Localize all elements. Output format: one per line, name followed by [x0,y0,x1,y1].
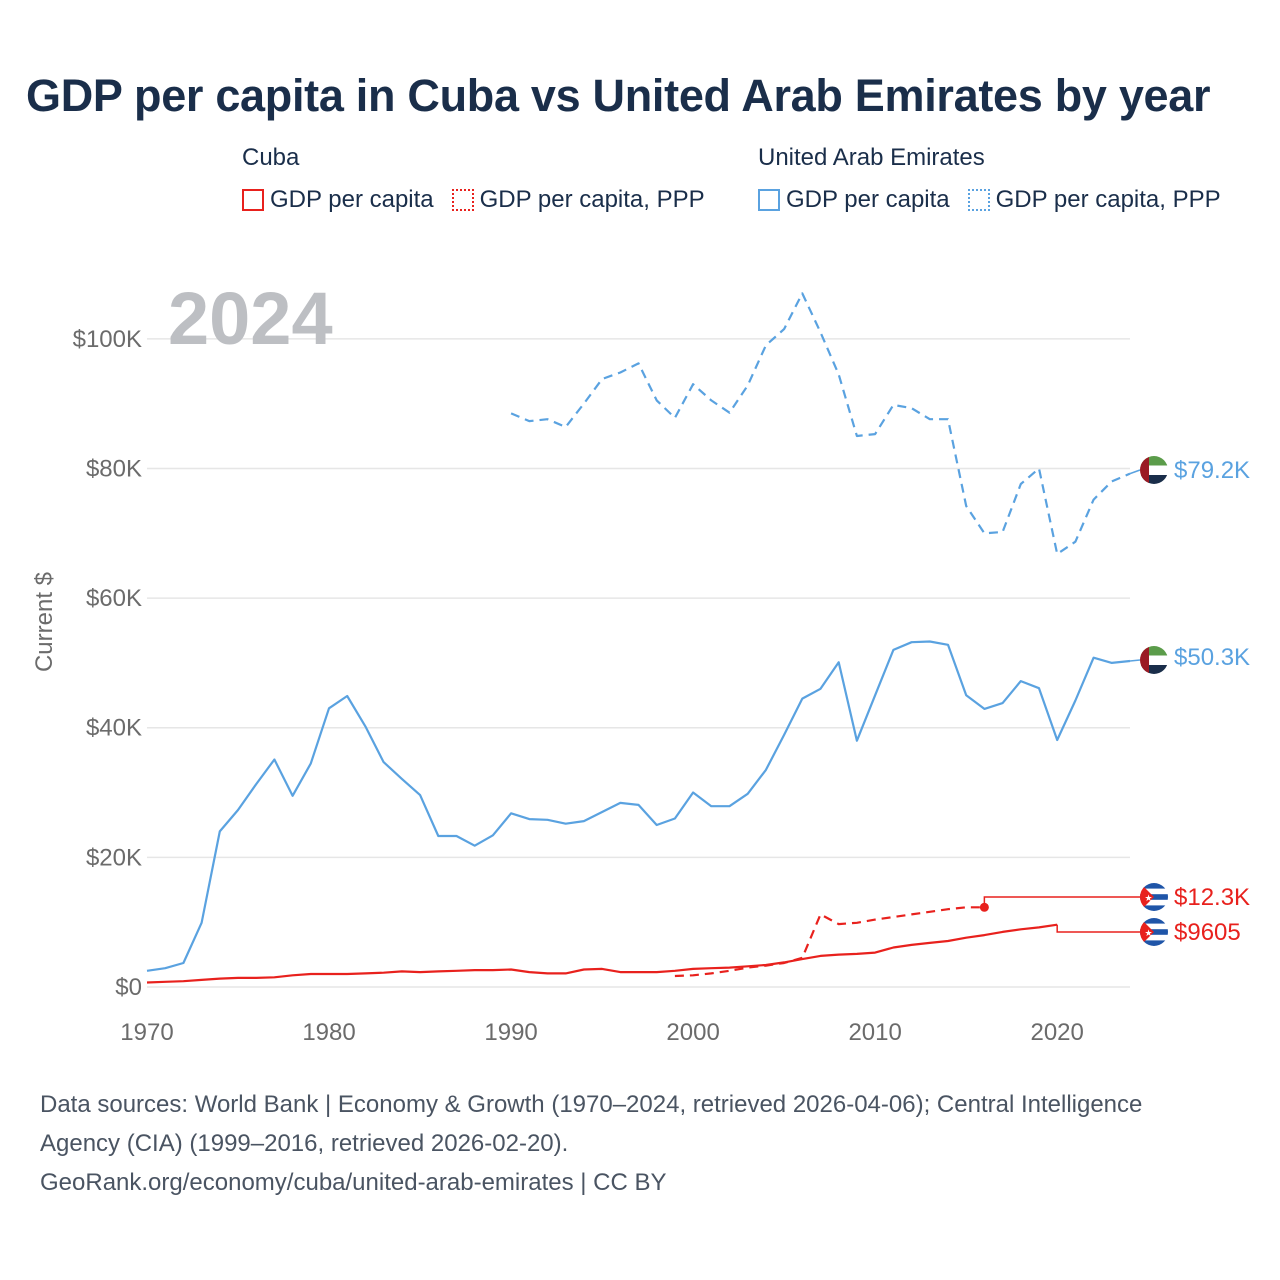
x-tick-label: 1980 [302,1019,355,1046]
legend-cuba-heading: Cuba [242,144,300,171]
legend-uae-gdp[interactable]: GDP per capita [758,186,950,214]
connector-uae-ppp [1129,469,1141,475]
chart-title: GDP per capita in Cuba vs United Arab Em… [26,70,1211,121]
series-line-uae_gdp[interactable] [146,640,1131,972]
legend-uae: United Arab Emirates GDP per capita GDP … [758,144,1221,214]
x-tick-label: 2010 [848,1019,901,1046]
legend-uae-heading: United Arab Emirates [758,144,985,171]
end-label-uae-ppp: $79.2K [1174,457,1250,484]
series-line-cuba_gdp[interactable] [146,923,1058,984]
svg-text:★: ★ [1145,929,1153,939]
line-chart: 2024 Current $ $0 $20K $40K $60K $80K $100K 19… [31,277,1250,1046]
footer-sources: Data sources: World Bank | Economy & Gro… [40,1085,1250,1202]
x-tick-label: 2020 [1030,1019,1083,1046]
series-line-uae_ppp[interactable] [510,292,1131,556]
legend-cuba-ppp[interactable]: GDP per capita, PPP [451,186,705,214]
legend-cuba-ppp-label: GDP per capita, PPP [479,186,705,213]
footer-line-2: Agency (CIA) (1999–2016, retrieved 2026-… [40,1130,569,1157]
x-tick-label: 1970 [120,1019,173,1046]
connector-cuba-ppp [983,896,1140,908]
end-label-uae-gdp: $50.3K [1174,644,1250,671]
legend-cuba-gdp-label: GDP per capita [270,186,434,213]
legend-swatch-uae-gdp [758,189,780,211]
svg-text:★: ★ [1145,894,1153,904]
y-tick-label: $0 [115,974,142,1001]
cuba-flag-icon-gdp: ★ [1140,918,1168,946]
legend-uae-gdp-label: GDP per capita [786,186,950,213]
cuba-flag-icon-ppp: ★ [1140,883,1168,911]
x-tick-label: 1990 [484,1019,537,1046]
legend-cuba-gdp[interactable]: GDP per capita [242,186,434,214]
y-axis-label: Current $ [31,572,58,672]
current-year-watermark: 2024 [168,277,333,360]
legend-uae-ppp-label: GDP per capita, PPP [995,186,1221,213]
footer-line-1: Data sources: World Bank | Economy & Gro… [40,1091,1143,1118]
connector-uae-gdp [1129,659,1141,662]
uae-flag-icon-ppp [1140,456,1168,484]
footer-line-3[interactable]: GeoRank.org/economy/cuba/united-arab-emi… [40,1169,667,1196]
connector-cuba-gdp [1056,924,1140,933]
legend-swatch-uae-ppp [967,189,990,211]
y-tick-label: $40K [86,715,142,742]
series-line-cuba_ppp[interactable] [674,906,985,978]
legend-cuba: Cuba GDP per capita GDP per capita, PPP [242,144,705,214]
y-tick-label: $60K [86,585,142,612]
legend-uae-ppp[interactable]: GDP per capita, PPP [967,186,1221,214]
uae-flag-icon-gdp [1140,646,1168,674]
y-tick-label: $100K [73,326,142,353]
end-label-cuba-gdp: $9605 [1174,919,1241,946]
x-tick-label: 2000 [666,1019,719,1046]
end-label-cuba-ppp: $12.3K [1174,884,1250,911]
legend-swatch-cuba-gdp [242,189,264,211]
legend-swatch-cuba-ppp [451,189,474,211]
y-tick-label: $80K [86,455,142,482]
y-tick-label: $20K [86,844,142,871]
